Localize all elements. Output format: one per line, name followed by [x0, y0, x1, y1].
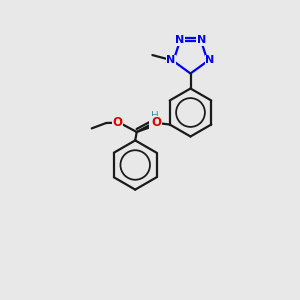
Text: N: N [197, 35, 206, 45]
Text: N: N [206, 56, 214, 65]
Text: N: N [175, 35, 184, 45]
Text: O: O [112, 116, 122, 129]
Text: N: N [167, 56, 176, 65]
Text: N: N [149, 118, 159, 131]
Text: O: O [151, 116, 161, 129]
Text: H: H [151, 111, 158, 122]
